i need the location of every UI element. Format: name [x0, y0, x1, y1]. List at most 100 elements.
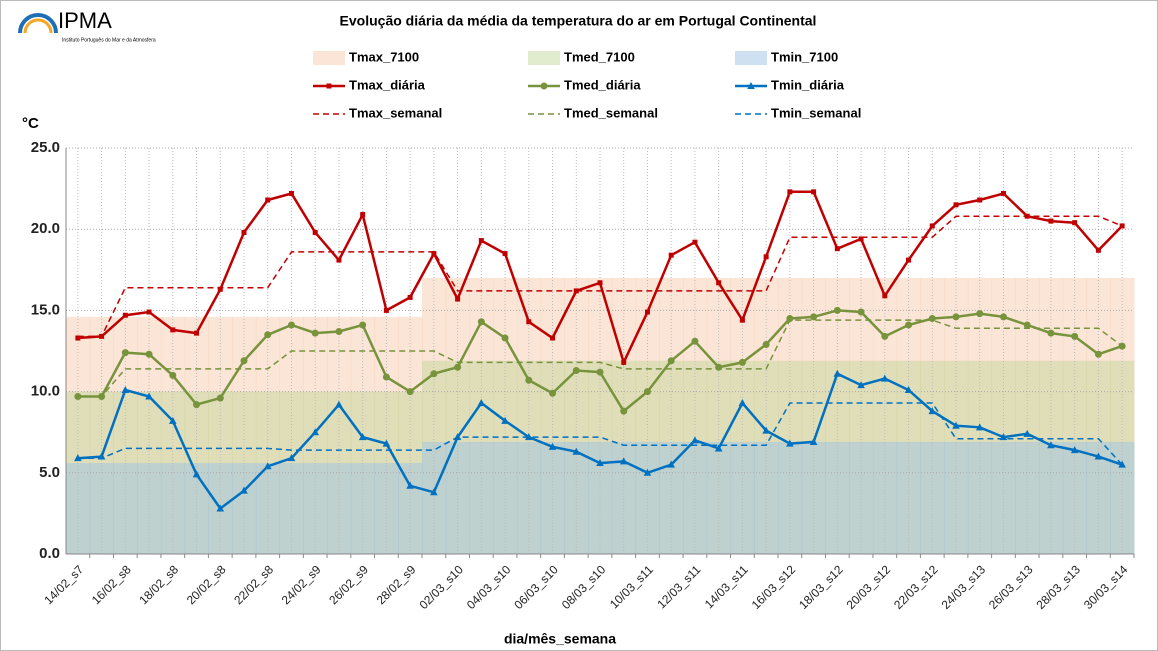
- normal-band: [944, 441, 969, 554]
- data-marker: [1023, 429, 1031, 437]
- logo-arc: [23, 18, 53, 34]
- data-marker: [1048, 218, 1054, 224]
- data-marker: [240, 357, 248, 365]
- normal-band: [991, 441, 1016, 554]
- data-marker: [501, 334, 509, 342]
- data-marker: [1047, 441, 1055, 449]
- data-marker: [407, 294, 413, 300]
- data-marker: [715, 363, 723, 371]
- data-marker: [692, 239, 698, 245]
- data-marker: [169, 416, 177, 424]
- data-marker: [525, 376, 533, 384]
- normal-band: [872, 441, 898, 554]
- data-marker: [619, 457, 628, 465]
- data-marker: [526, 319, 532, 325]
- data-marker: [146, 309, 152, 315]
- data-marker: [501, 416, 509, 424]
- data-marker: [360, 212, 366, 218]
- data-marker: [1072, 220, 1078, 226]
- data-marker: [643, 468, 652, 476]
- legend-label: Tmed_diária: [564, 77, 641, 92]
- data-marker: [382, 373, 390, 381]
- normal-band: [825, 441, 850, 554]
- data-marker: [335, 400, 343, 408]
- data-marker: [335, 328, 343, 336]
- normal-band: [635, 441, 660, 554]
- data-marker: [929, 223, 935, 229]
- data-marker: [596, 368, 604, 376]
- data-marker: [975, 423, 984, 431]
- data-marker: [763, 254, 769, 260]
- data-marker: [311, 428, 319, 436]
- data-marker: [455, 296, 461, 302]
- legend-marker: [540, 82, 548, 90]
- normal-band: [683, 441, 708, 554]
- y-tick-label: 20.0: [31, 220, 60, 237]
- data-marker: [264, 331, 272, 339]
- normal-band: [801, 441, 826, 554]
- data-marker: [716, 280, 722, 286]
- normal-band: [849, 441, 874, 554]
- normal-band: [540, 441, 565, 554]
- data-marker: [573, 288, 579, 294]
- data-marker: [1094, 452, 1103, 460]
- data-marker: [1095, 247, 1101, 253]
- legend-swatch: [313, 51, 345, 65]
- normal-band: [1062, 441, 1088, 554]
- data-marker: [833, 369, 842, 377]
- data-marker: [905, 321, 913, 329]
- data-marker: [572, 447, 581, 455]
- logo-arc: [18, 13, 58, 34]
- data-marker: [359, 321, 367, 329]
- normal-band: [422, 441, 447, 554]
- y-tick-label: 25.0: [31, 139, 60, 156]
- x-axis-label: dia/mês_semana: [504, 631, 616, 647]
- normal-band: [754, 441, 779, 554]
- data-marker: [691, 436, 699, 444]
- data-marker: [287, 454, 296, 462]
- legend-label: Tmax_semanal: [349, 105, 442, 120]
- data-marker: [145, 350, 153, 358]
- data-marker: [122, 312, 128, 318]
- data-marker: [265, 197, 271, 203]
- data-marker: [240, 486, 248, 494]
- data-marker: [169, 371, 177, 379]
- y-tick-label: 10.0: [31, 383, 60, 400]
- normal-band: [967, 441, 993, 554]
- data-marker: [857, 381, 865, 389]
- legend-marker: [326, 83, 332, 89]
- data-marker: [596, 459, 604, 467]
- data-marker: [477, 318, 485, 326]
- data-marker: [74, 454, 82, 462]
- weekly-line: [77, 215, 1123, 338]
- data-marker: [121, 349, 129, 357]
- data-marker: [550, 335, 556, 341]
- data-marker: [430, 370, 438, 378]
- data-marker: [430, 488, 438, 496]
- data-marker: [75, 335, 81, 341]
- data-marker: [263, 462, 272, 470]
- data-marker: [74, 392, 82, 400]
- data-marker: [904, 385, 913, 393]
- data-marker: [621, 359, 627, 365]
- data-marker: [739, 317, 745, 323]
- data-marker: [382, 439, 391, 447]
- data-marker: [502, 251, 508, 257]
- data-marker: [193, 401, 201, 409]
- data-marker: [787, 189, 793, 195]
- data-marker: [667, 357, 675, 365]
- legend-marker: [747, 82, 755, 89]
- data-marker: [738, 398, 747, 406]
- data-marker: [952, 313, 960, 321]
- normal-band: [1039, 441, 1064, 554]
- data-marker: [999, 313, 1007, 321]
- data-marker: [1023, 321, 1031, 329]
- data-marker: [217, 286, 223, 292]
- data-marker: [478, 238, 484, 244]
- data-marker: [834, 246, 840, 252]
- legend-label: Tmax_diária: [349, 77, 426, 92]
- data-marker: [882, 293, 888, 299]
- data-marker: [431, 251, 437, 257]
- data-marker: [1119, 223, 1125, 229]
